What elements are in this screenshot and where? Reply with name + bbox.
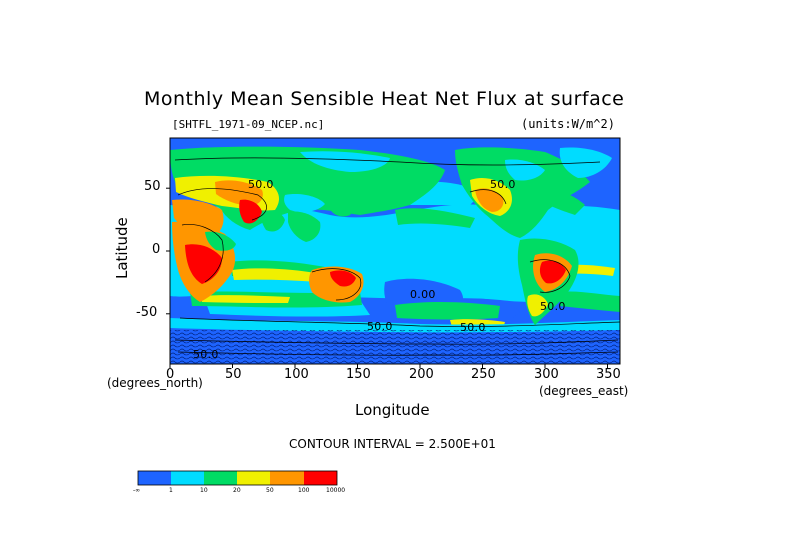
antarctic-contours: [170, 330, 620, 364]
south-america-red: [539, 260, 566, 284]
india-red: [239, 199, 262, 224]
legend-tick-label: 100: [298, 487, 310, 494]
legend-swatch-5: [304, 471, 337, 485]
x-tick-label: 350: [596, 367, 621, 382]
yellow-band-1: [232, 268, 322, 282]
eurasia-cyan: [300, 151, 390, 172]
legend-swatch-3: [237, 471, 270, 485]
contour-label: 50.0: [193, 348, 219, 361]
legend-swatch-0: [138, 471, 171, 485]
yellow-band-2: [200, 295, 290, 303]
legend-swatch-4: [270, 471, 304, 485]
chart-subtitle: [SHTFL_1971-09_NCEP.nc]: [172, 118, 325, 131]
x-axis-label: Longitude: [355, 401, 430, 419]
x-tick-label: 0: [166, 367, 175, 382]
map-field: [170, 138, 620, 364]
legend-tick-label: 20: [233, 487, 241, 494]
y-unit-label: (degrees_north): [107, 376, 203, 390]
central-asia-orange: [215, 180, 263, 206]
india-green: [261, 210, 285, 232]
contour-label: 50.0: [367, 320, 393, 333]
contour-label: 50.0: [490, 178, 516, 191]
y-tick-label: -50: [136, 305, 158, 320]
legend-swatch-1: [171, 471, 204, 485]
se-asia-green: [288, 211, 321, 242]
x-tick-marks: [169, 364, 608, 368]
contour-label: 0.00: [410, 288, 436, 301]
legend-tick-label: 1: [169, 487, 173, 494]
contour-interval-text: CONTOUR INTERVAL = 2.500E+01: [289, 437, 496, 451]
africa-green: [205, 231, 236, 251]
contour-label: 50.0: [248, 178, 274, 191]
north-america-orange: [475, 188, 504, 212]
green-band-6: [560, 291, 620, 312]
x-tick-label: 150: [346, 367, 371, 382]
x-tick-label: 300: [534, 367, 559, 382]
contour-label: 50.0: [460, 321, 486, 334]
y-tick-marks: [166, 187, 170, 315]
x-tick-label: 50: [225, 367, 242, 382]
australia-red: [330, 270, 356, 287]
y-tick-label: 0: [152, 242, 161, 257]
tibet-cyan: [284, 194, 325, 212]
contour-label: 50.0: [540, 300, 566, 313]
x-tick-label: 250: [471, 367, 496, 382]
legend-tick-label: 50: [266, 487, 274, 494]
green-band-2: [395, 208, 475, 228]
africa-red: [185, 244, 222, 284]
units-label: (units:W/m^2): [521, 117, 615, 131]
x-tick-label: 200: [409, 367, 434, 382]
contour-lines: [174, 157, 620, 356]
chart-title: Monthly Mean Sensible Heat Net Flux at s…: [144, 88, 625, 110]
y-tick-label: 50: [144, 179, 161, 194]
legend-tick-label: -∞: [133, 487, 141, 494]
legend-tick-label: 10000: [326, 487, 346, 494]
x-tick-label: 100: [284, 367, 309, 382]
x-unit-label: (degrees_east): [539, 384, 629, 398]
legend-swatch-2: [204, 471, 237, 485]
legend-tick-label: 10: [200, 487, 208, 494]
north-america-green: [455, 147, 590, 238]
south-america-yellow: [527, 294, 548, 317]
green-band-5: [395, 302, 500, 320]
legend-colorbar: [137, 470, 338, 486]
y-axis-label: Latitude: [113, 217, 131, 279]
